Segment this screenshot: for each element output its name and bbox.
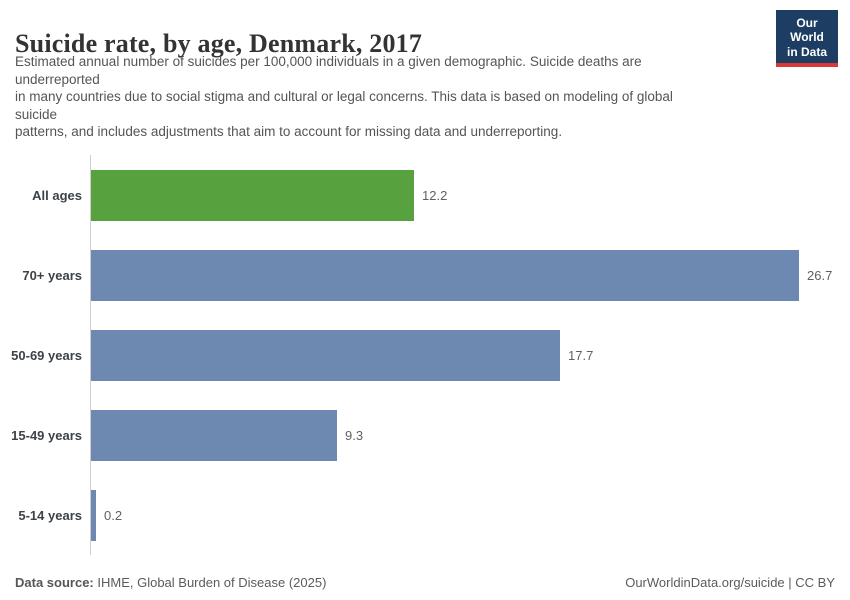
owid-logo: Our World in Data bbox=[776, 10, 838, 68]
y-axis-line bbox=[90, 155, 91, 555]
logo-line-1: Our World bbox=[790, 16, 824, 45]
value-label: 26.7 bbox=[807, 267, 833, 283]
logo-line-2: in Data bbox=[786, 44, 827, 59]
data-source: Data source: IHME, Global Burden of Dise… bbox=[15, 575, 326, 590]
bar[interactable] bbox=[91, 169, 414, 221]
category-label: 5-14 years bbox=[18, 507, 82, 523]
chart-row: 50-69 years 17.7 bbox=[0, 315, 850, 395]
bar-track: 12.2 bbox=[90, 169, 850, 221]
credit-link: OurWorldinData.org/suicide | CC BY bbox=[625, 575, 835, 590]
subtitle-line: patterns, and includes adjustments that … bbox=[15, 124, 563, 140]
value-label: 17.7 bbox=[568, 347, 594, 363]
chart-row: All ages 12.2 bbox=[0, 155, 850, 235]
bar-track: 9.3 bbox=[90, 409, 850, 461]
value-label: 12.2 bbox=[422, 187, 448, 203]
bar[interactable] bbox=[91, 249, 799, 301]
chart-row: 70+ years 26.7 bbox=[0, 235, 850, 315]
chart-footer: Data source: IHME, Global Burden of Dise… bbox=[15, 575, 835, 590]
value-label: 0.2 bbox=[104, 507, 123, 523]
category-label: 50-69 years bbox=[11, 347, 82, 363]
bar[interactable] bbox=[91, 329, 560, 381]
category-label: 70+ years bbox=[22, 267, 82, 283]
chart-subtitle: Estimated annual number of suicides per … bbox=[15, 53, 805, 141]
data-source-label: Data source: bbox=[15, 575, 94, 590]
page-title: Suicide rate, by age, Denmark, 2017 bbox=[15, 29, 423, 59]
data-source-text: IHME, Global Burden of Disease (2025) bbox=[93, 575, 327, 590]
bar-track: 0.2 bbox=[90, 489, 850, 541]
chart-row: 15-49 years 9.3 bbox=[0, 395, 850, 475]
subtitle-line: Estimated annual number of suicides per … bbox=[15, 54, 642, 69]
bar[interactable] bbox=[91, 489, 96, 541]
bar-track: 26.7 bbox=[90, 249, 850, 301]
subtitle-line: suicide bbox=[15, 106, 58, 122]
chart-row: 5-14 years 0.2 bbox=[0, 475, 850, 555]
category-label: 15-49 years bbox=[11, 427, 82, 443]
bar-track: 17.7 bbox=[90, 329, 850, 381]
subtitle-line: underreported bbox=[15, 71, 100, 87]
bar[interactable] bbox=[91, 409, 337, 461]
category-label: All ages bbox=[32, 187, 82, 203]
subtitle-line: in many countries due to social stigma a… bbox=[15, 89, 673, 105]
chart-rows: All ages 12.2 70+ years 26.7 50-69 years 17.7… bbox=[0, 155, 850, 555]
value-label: 9.3 bbox=[345, 427, 364, 443]
bar-chart: All ages 12.2 70+ years 26.7 50-69 years 17.7… bbox=[0, 155, 850, 555]
